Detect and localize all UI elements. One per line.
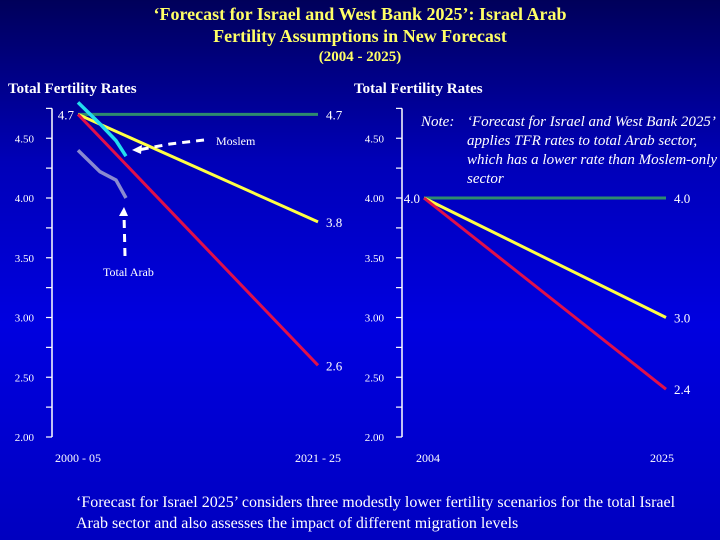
note-text: ‘Forecast for Israel and West Bank 2025’… bbox=[467, 114, 717, 187]
y-tick-label: 3.50 bbox=[365, 253, 385, 265]
y-tick-label: 4.50 bbox=[15, 133, 35, 145]
series-line-red bbox=[423, 196, 667, 391]
moslem-arrowhead bbox=[132, 145, 142, 154]
data-label: 4.0 bbox=[674, 191, 690, 206]
data-label: 3.0 bbox=[674, 311, 690, 326]
y-tick-label: 4.00 bbox=[15, 193, 35, 205]
total-arab-arrow bbox=[122, 213, 127, 257]
left-y-axis-title: Total Fertility Rates bbox=[8, 81, 137, 97]
data-label: 4.7 bbox=[58, 107, 75, 122]
note: Note: ‘Forecast for Israel and West Bank … bbox=[421, 113, 720, 189]
footer-text: ‘Forecast for Israel 2025’ considers thr… bbox=[76, 494, 676, 532]
y-tick-label: 3.00 bbox=[365, 313, 385, 325]
x-tick-label: 2021 - 25 bbox=[295, 451, 341, 465]
y-tick-label: 4.00 bbox=[365, 193, 385, 205]
data-label: 2.6 bbox=[326, 358, 343, 373]
moslem-arrow bbox=[137, 138, 205, 152]
title-line1: ‘Forecast for Israel and West Bank 2025’… bbox=[153, 4, 567, 24]
data-label: 4.7 bbox=[326, 107, 343, 122]
data-label: 2.4 bbox=[674, 382, 691, 397]
x-tick-label: 2000 - 05 bbox=[55, 451, 101, 465]
data-label: 4.0 bbox=[404, 191, 420, 206]
y-tick-label: 2.00 bbox=[365, 432, 385, 444]
y-tick-label: 3.50 bbox=[15, 253, 35, 265]
historical-line-grey bbox=[76, 148, 128, 199]
x-tick-label: 2004 bbox=[416, 451, 440, 465]
title-line2: Fertility Assumptions in New Forecast bbox=[213, 26, 507, 46]
series-line-red bbox=[76, 113, 320, 367]
y-tick-label: 4.50 bbox=[365, 133, 385, 145]
y-tick-label: 3.00 bbox=[15, 313, 35, 325]
total-arab-label: Total Arab bbox=[103, 265, 154, 279]
right-y-axis-title: Total Fertility Rates bbox=[354, 81, 483, 97]
series-line-yellow bbox=[423, 196, 667, 319]
y-tick-label: 2.50 bbox=[365, 372, 385, 384]
title-line3: (2004 - 2025) bbox=[318, 49, 402, 65]
data-label: 3.8 bbox=[326, 215, 342, 230]
total-arab-arrowhead bbox=[119, 207, 128, 216]
y-tick-label: 2.50 bbox=[15, 372, 35, 384]
moslem-label: Moslem bbox=[216, 134, 256, 148]
x-tick-label: 2025 bbox=[650, 451, 674, 465]
series-line-yellow bbox=[77, 112, 319, 224]
note-label: Note: bbox=[421, 114, 455, 130]
historical-line-cyan bbox=[76, 101, 128, 158]
y-tick-label: 2.00 bbox=[15, 432, 35, 444]
